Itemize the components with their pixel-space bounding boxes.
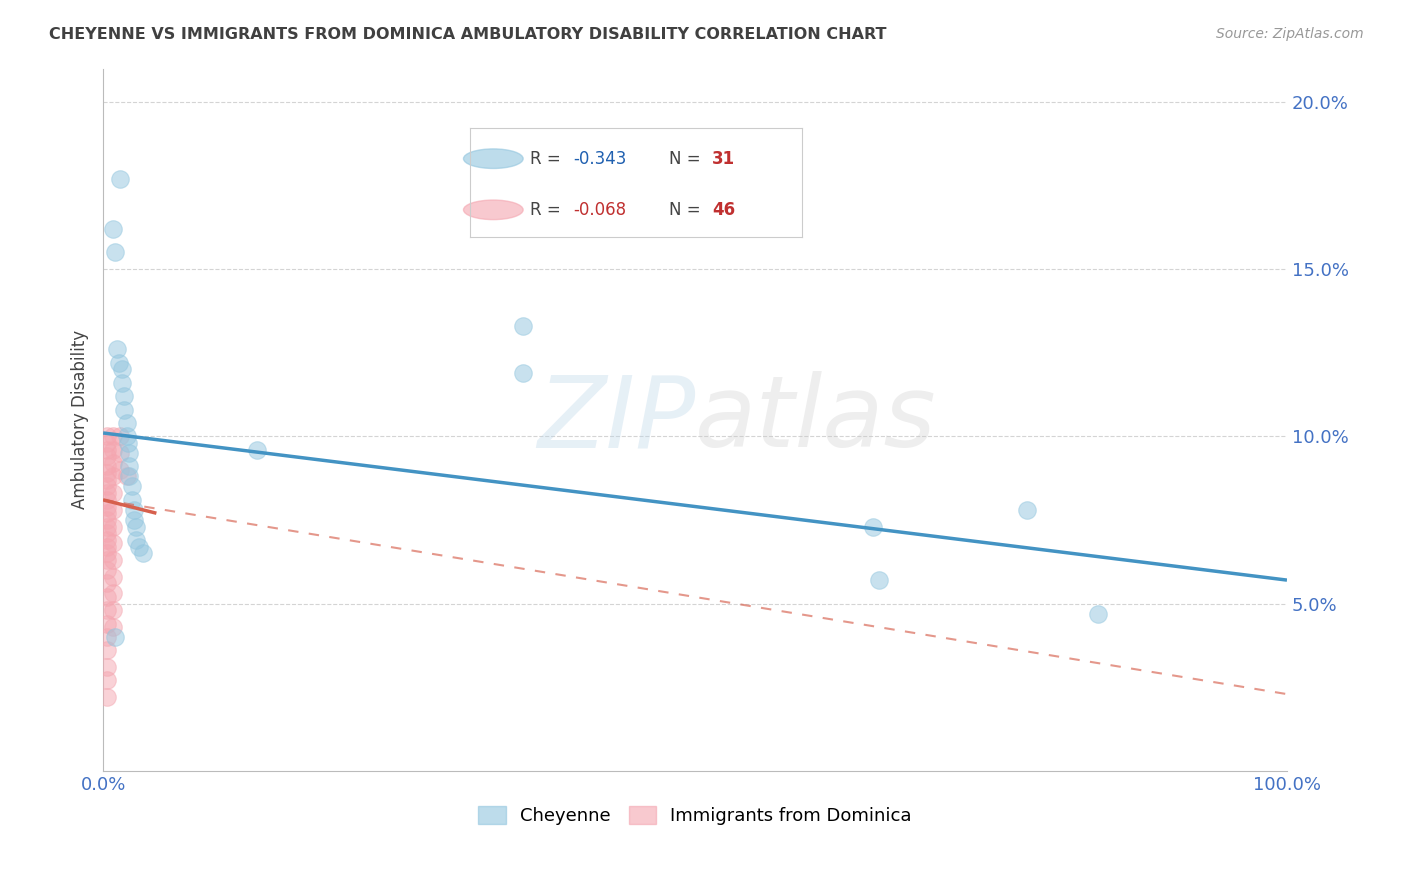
Point [96,590,118,604]
Point [96,479,118,493]
Point [96,513,118,527]
Point [96,603,118,617]
Point [101,469,124,483]
Point [96,616,118,631]
Point [114,389,136,403]
Point [114,402,136,417]
Text: atlas: atlas [695,371,936,468]
Y-axis label: Ambulatory Disability: Ambulatory Disability [72,330,89,509]
Point [96,519,118,533]
Point [868,573,890,587]
Point [108,429,131,443]
Point [96,546,118,560]
Point [118,446,141,460]
Point [96,459,118,474]
Point [111,376,134,390]
Point [101,486,124,500]
Point [1087,607,1109,621]
Point [111,362,134,376]
Point [101,503,124,517]
Point [101,553,124,567]
Point [96,533,118,547]
Point [101,586,124,600]
Point [101,536,124,550]
Point [96,473,118,487]
Point [96,492,118,507]
Point [108,172,131,186]
Point [96,486,118,500]
Point [101,429,124,443]
Point [512,366,534,380]
Point [122,513,145,527]
Point [122,503,145,517]
Point [1015,503,1038,517]
Point [108,446,131,460]
Point [96,690,118,705]
Point [117,436,139,450]
Point [96,466,118,480]
Point [101,603,124,617]
Point [101,222,124,236]
Point [96,563,118,577]
Point [862,519,884,533]
Point [105,343,128,357]
Point [104,630,127,644]
Point [96,429,118,443]
Point [101,442,124,457]
Point [101,456,124,470]
Point [115,416,138,430]
Point [107,356,129,370]
Point [96,673,118,688]
Point [96,450,118,464]
Text: CHEYENNE VS IMMIGRANTS FROM DOMINICA AMBULATORY DISABILITY CORRELATION CHART: CHEYENNE VS IMMIGRANTS FROM DOMINICA AMB… [49,27,887,42]
Legend: Cheyenne, Immigrants from Dominica: Cheyenne, Immigrants from Dominica [478,805,911,825]
Point [96,660,118,674]
Point [115,429,138,443]
Point [512,318,534,333]
Text: Source: ZipAtlas.com: Source: ZipAtlas.com [1216,27,1364,41]
Point [125,533,148,547]
Point [96,442,118,457]
Point [118,469,141,483]
Point [115,469,138,483]
Point [118,459,141,474]
Point [121,479,143,493]
Point [104,245,127,260]
Point [132,546,155,560]
Point [96,576,118,591]
Point [101,570,124,584]
Point [96,643,118,657]
Point [96,500,118,514]
Point [121,492,143,507]
Point [96,540,118,554]
Point [96,506,118,520]
Point [128,540,150,554]
Point [101,519,124,533]
Point [101,620,124,634]
Point [108,463,131,477]
Point [96,436,118,450]
Point [246,442,269,457]
Point [96,553,118,567]
Point [96,630,118,644]
Point [125,519,148,533]
Text: ZIP: ZIP [537,371,695,468]
Point [96,526,118,541]
